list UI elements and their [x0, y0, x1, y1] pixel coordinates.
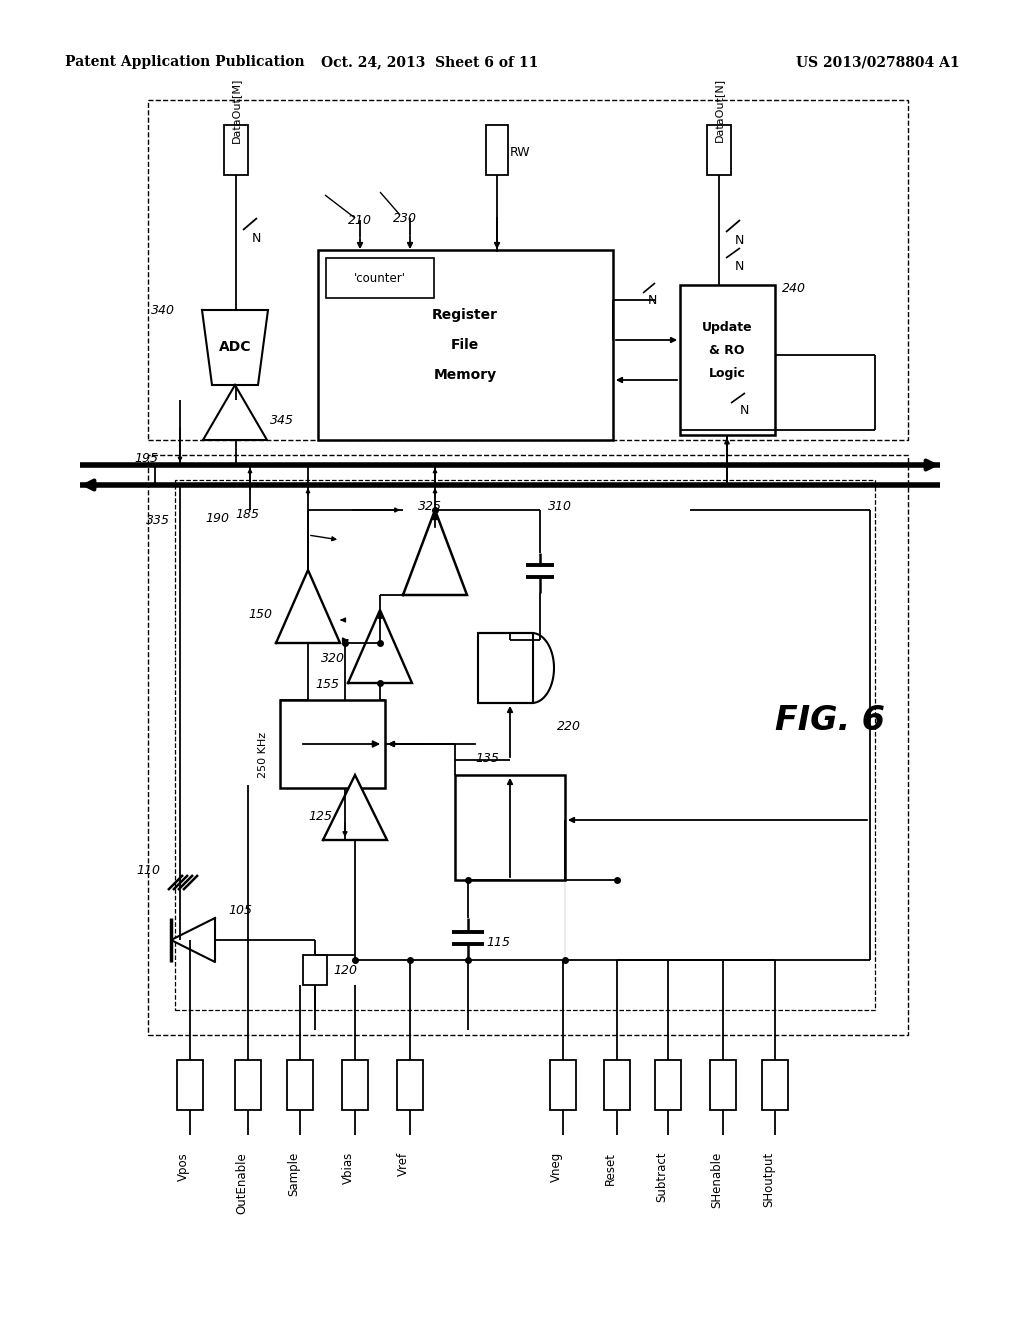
- Text: N: N: [735, 260, 744, 272]
- Text: Vref: Vref: [397, 1152, 410, 1176]
- Text: Vbias: Vbias: [342, 1152, 355, 1184]
- Text: ADC: ADC: [219, 341, 251, 354]
- Bar: [710, 1060, 736, 1110]
- Polygon shape: [323, 775, 387, 840]
- Bar: [707, 125, 731, 176]
- Text: N: N: [740, 404, 750, 417]
- Bar: [148, 100, 908, 440]
- Text: 220: 220: [557, 719, 581, 733]
- Polygon shape: [348, 610, 412, 682]
- Text: 335: 335: [146, 513, 170, 527]
- Text: Logic: Logic: [709, 367, 745, 380]
- Text: 345: 345: [270, 413, 294, 426]
- Bar: [762, 1060, 788, 1110]
- Bar: [604, 1060, 630, 1110]
- Bar: [280, 700, 385, 788]
- Bar: [287, 1060, 313, 1110]
- Text: 155: 155: [315, 677, 339, 690]
- Text: 105: 105: [228, 903, 252, 916]
- Text: 195: 195: [134, 451, 158, 465]
- Text: 120: 120: [333, 964, 357, 977]
- Text: Oct. 24, 2013  Sheet 6 of 11: Oct. 24, 2013 Sheet 6 of 11: [322, 55, 539, 69]
- Text: N: N: [252, 231, 261, 244]
- Text: Vpos: Vpos: [177, 1152, 190, 1181]
- Text: N: N: [647, 293, 656, 306]
- Text: File: File: [451, 338, 479, 352]
- Text: 340: 340: [151, 304, 175, 317]
- Text: 135: 135: [475, 752, 499, 766]
- Text: 325: 325: [418, 500, 442, 513]
- Text: 150: 150: [248, 609, 272, 622]
- Text: 125: 125: [308, 810, 332, 824]
- Text: & RO: & RO: [710, 343, 744, 356]
- Bar: [303, 954, 327, 985]
- Text: Reset: Reset: [604, 1152, 617, 1185]
- Text: Patent Application Publication: Patent Application Publication: [65, 55, 304, 69]
- Text: Update: Update: [701, 321, 753, 334]
- Text: DataOut[M]: DataOut[M]: [231, 78, 241, 143]
- Bar: [550, 1060, 575, 1110]
- Polygon shape: [276, 570, 340, 643]
- Text: 240: 240: [782, 281, 806, 294]
- Text: 230: 230: [393, 211, 417, 224]
- Text: 'counter': 'counter': [354, 272, 406, 285]
- Polygon shape: [202, 310, 268, 385]
- Text: 250 KHz: 250 KHz: [258, 731, 268, 777]
- Text: N: N: [735, 234, 744, 247]
- Text: Register: Register: [432, 308, 498, 322]
- Bar: [318, 249, 613, 440]
- Bar: [224, 125, 248, 176]
- Polygon shape: [203, 385, 267, 440]
- Text: 110: 110: [136, 863, 160, 876]
- Text: DataOut[N]: DataOut[N]: [714, 78, 724, 143]
- Text: 320: 320: [321, 652, 345, 664]
- Text: US 2013/0278804 A1: US 2013/0278804 A1: [797, 55, 961, 69]
- Text: SHenable: SHenable: [710, 1152, 723, 1208]
- Text: SHoutput: SHoutput: [762, 1152, 775, 1208]
- Text: 185: 185: [234, 508, 259, 521]
- Polygon shape: [403, 510, 467, 595]
- Text: Sample: Sample: [287, 1152, 300, 1196]
- Bar: [234, 1060, 261, 1110]
- Text: Memory: Memory: [433, 368, 497, 381]
- Bar: [680, 285, 775, 436]
- Bar: [655, 1060, 681, 1110]
- Text: RW: RW: [510, 145, 530, 158]
- Bar: [148, 455, 908, 1035]
- Bar: [486, 125, 508, 176]
- Text: OutEnable: OutEnable: [234, 1152, 248, 1214]
- Bar: [342, 1060, 368, 1110]
- Polygon shape: [171, 917, 215, 962]
- Text: 210: 210: [348, 214, 372, 227]
- Text: Vneg: Vneg: [550, 1152, 563, 1183]
- Bar: [478, 634, 534, 704]
- Text: 310: 310: [548, 499, 572, 512]
- Bar: [326, 257, 434, 298]
- Text: FIG. 6: FIG. 6: [775, 704, 885, 737]
- Bar: [177, 1060, 203, 1110]
- Bar: [397, 1060, 423, 1110]
- Text: Subtract: Subtract: [655, 1152, 668, 1203]
- Text: 190: 190: [205, 511, 229, 524]
- Text: 115: 115: [486, 936, 510, 949]
- Bar: [455, 775, 565, 880]
- Bar: [175, 480, 874, 1010]
